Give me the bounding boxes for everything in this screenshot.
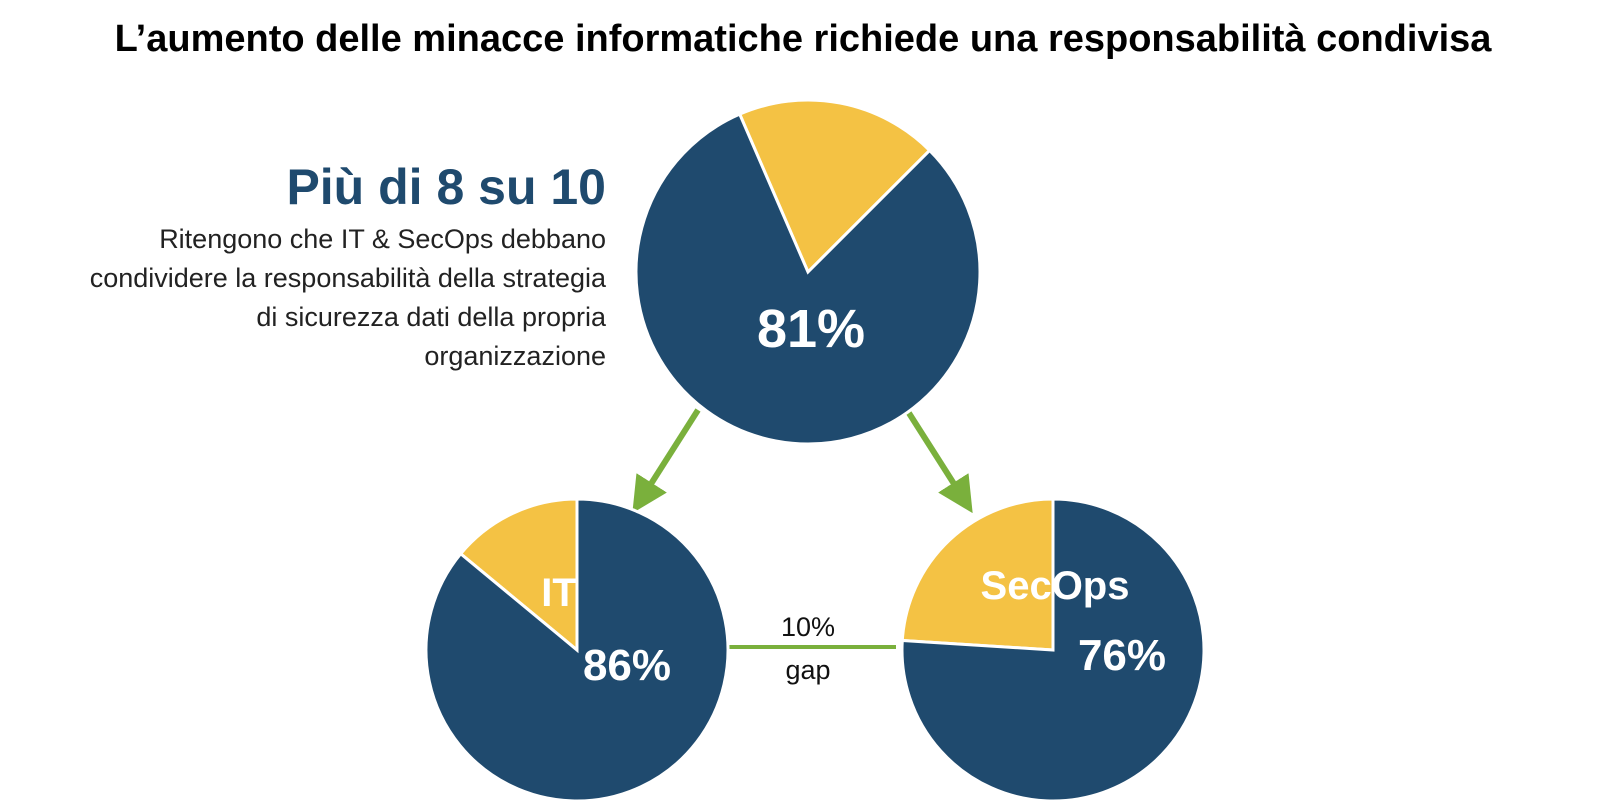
- pie-it-title: IT: [541, 571, 577, 615]
- callout: Più di 8 su 10 Ritengono che IT & SecOps…: [86, 158, 606, 376]
- page-title: L’aumento delle minacce informatiche ric…: [114, 18, 1492, 60]
- callout-headline: Più di 8 su 10: [286, 159, 606, 215]
- pie-overall: 81%: [634, 98, 982, 446]
- pie-secops-value-label: 76%: [1078, 631, 1166, 680]
- pie-secops-title: SecOps: [981, 564, 1130, 608]
- pie-it-slice-primary: [424, 497, 730, 803]
- pie-it-value-label: 86%: [583, 641, 671, 690]
- pie-secops-slice-secondary: [900, 497, 1055, 652]
- pie-overall-slice-secondary: [737, 98, 932, 275]
- pie-it-slice-secondary: [458, 497, 579, 654]
- pie-overall-slice-primary: [634, 112, 982, 446]
- pie-overall-value-label: 81%: [757, 299, 865, 359]
- callout-description: Ritengono che IT & SecOps debbano condiv…: [89, 224, 606, 371]
- pie-it: IT 86%: [424, 497, 730, 803]
- pie-secops-slice-primary: [900, 497, 1206, 803]
- gap-label-word: gap: [785, 655, 830, 685]
- arrow-to-secops: [904, 408, 973, 514]
- pie-secops: SecOps 76%: [900, 497, 1206, 803]
- gap-label-percent: 10%: [781, 612, 835, 642]
- arrow-to-it: [632, 408, 701, 514]
